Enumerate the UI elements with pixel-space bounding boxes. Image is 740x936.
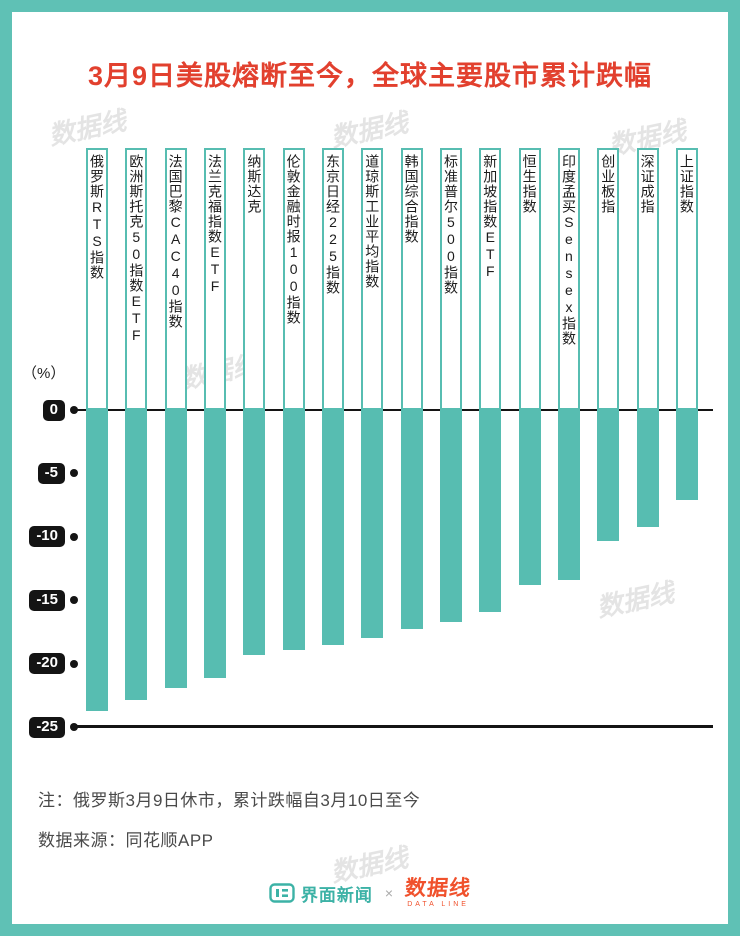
bar-label: 韩国综合指数	[400, 148, 423, 410]
bar	[243, 410, 266, 655]
jiemian-logo-text: 界面新闻	[300, 885, 373, 905]
bar-columns: 俄罗斯RTS指数 欧洲斯托克50指数ETF 法国巴黎CAC40指数 法兰克福指数ETF…	[86, 148, 698, 711]
bar-column: 法兰克福指数ETF	[203, 148, 226, 678]
datagraph-logo: 数据线 DATA LINE	[403, 877, 473, 908]
y-tick-label: -15	[29, 589, 65, 611]
bar	[675, 410, 698, 500]
bar	[479, 410, 502, 612]
bar	[86, 410, 108, 711]
bar-column: 恒生指数	[518, 148, 541, 585]
datagraph-logo-text: 数据线	[403, 877, 473, 900]
bar-column: 深证成指	[636, 148, 659, 527]
bar	[400, 410, 423, 629]
bar-label: 上证指数	[675, 148, 698, 410]
bar	[518, 410, 541, 585]
footer: 界面新闻 × 数据线 DATA LINE	[0, 877, 740, 908]
bar-label: 恒生指数	[518, 148, 541, 410]
y-tick: -5	[0, 462, 78, 484]
bar-label: 创业板指	[597, 148, 620, 410]
bar	[203, 410, 226, 678]
bar	[557, 410, 580, 580]
bar-label: 印度孟买Sensex指数	[557, 148, 580, 410]
bar-column: 标准普尔500指数	[439, 148, 462, 622]
bar-label: 深证成指	[636, 148, 659, 410]
y-axis-unit-label: （%）	[22, 365, 66, 382]
bar-column: 创业板指	[597, 148, 620, 541]
bar-label: 道琼斯工业平均指数	[361, 148, 384, 410]
bar-label: 法兰克福指数ETF	[203, 148, 226, 410]
y-tick: -20	[0, 653, 78, 675]
bar-label: 法国巴黎CAC40指数	[164, 148, 187, 410]
data-source-note: 数据来源：同花顺APP	[38, 831, 214, 850]
y-tick-dot	[70, 659, 78, 668]
zero-gridline	[73, 409, 713, 411]
y-tick-dot	[70, 469, 78, 478]
y-tick-label: -5	[37, 462, 65, 484]
bar-column: 俄罗斯RTS指数	[86, 148, 108, 711]
bar	[597, 410, 620, 541]
y-tick-label: -10	[29, 526, 65, 548]
y-tick-label: -25	[29, 716, 65, 738]
bar-column: 韩国综合指数	[400, 148, 423, 629]
footer-separator: ×	[384, 885, 394, 901]
bar-column: 伦敦金融时报100指数	[282, 148, 305, 650]
bar	[361, 410, 384, 638]
bar-column: 上证指数	[675, 148, 698, 500]
bar-label: 纳斯达克	[243, 148, 266, 410]
bar-column: 欧洲斯托克50指数ETF	[125, 148, 148, 700]
y-tick-label: 0	[42, 399, 65, 421]
bar-label: 东京日经225指数	[321, 148, 344, 410]
bar-column: 东京日经225指数	[321, 148, 344, 645]
bar-column: 印度孟买Sensex指数	[557, 148, 580, 580]
bar-label: 伦敦金融时报100指数	[282, 148, 305, 410]
bar	[636, 410, 659, 527]
jiemian-logo-icon	[269, 883, 295, 903]
bar-column: 道琼斯工业平均指数	[361, 148, 384, 638]
y-tick: 0	[0, 399, 78, 421]
bar	[439, 410, 462, 622]
bar-label: 欧洲斯托克50指数ETF	[125, 148, 148, 410]
bar	[282, 410, 305, 650]
bar-column: 新加坡指数ETF	[479, 148, 502, 612]
bar-column: 纳斯达克	[243, 148, 266, 655]
y-tick-dot	[70, 532, 78, 541]
jiemian-news-logo: 界面新闻	[269, 881, 373, 906]
bar	[164, 410, 187, 688]
bar-label: 标准普尔500指数	[439, 148, 462, 410]
bar	[321, 410, 344, 645]
datagraph-logo-subtext: DATA LINE	[407, 901, 469, 908]
y-tick-dot	[70, 596, 78, 605]
y-tick: -10	[0, 526, 78, 548]
footnote: 注：俄罗斯3月9日休市，累计跌幅自3月10日至今	[38, 791, 421, 810]
bar-label: 俄罗斯RTS指数	[86, 148, 108, 410]
bar-column: 法国巴黎CAC40指数	[164, 148, 187, 688]
y-tick-label: -20	[29, 653, 65, 675]
bar-label: 新加坡指数ETF	[479, 148, 502, 410]
page-title: 3月9日美股熔断至今，全球主要股市累计跌幅	[87, 61, 653, 91]
bottom-gridline	[73, 725, 713, 728]
y-tick: -15	[0, 589, 78, 611]
y-tick: -25	[0, 716, 78, 738]
bar	[125, 410, 148, 700]
